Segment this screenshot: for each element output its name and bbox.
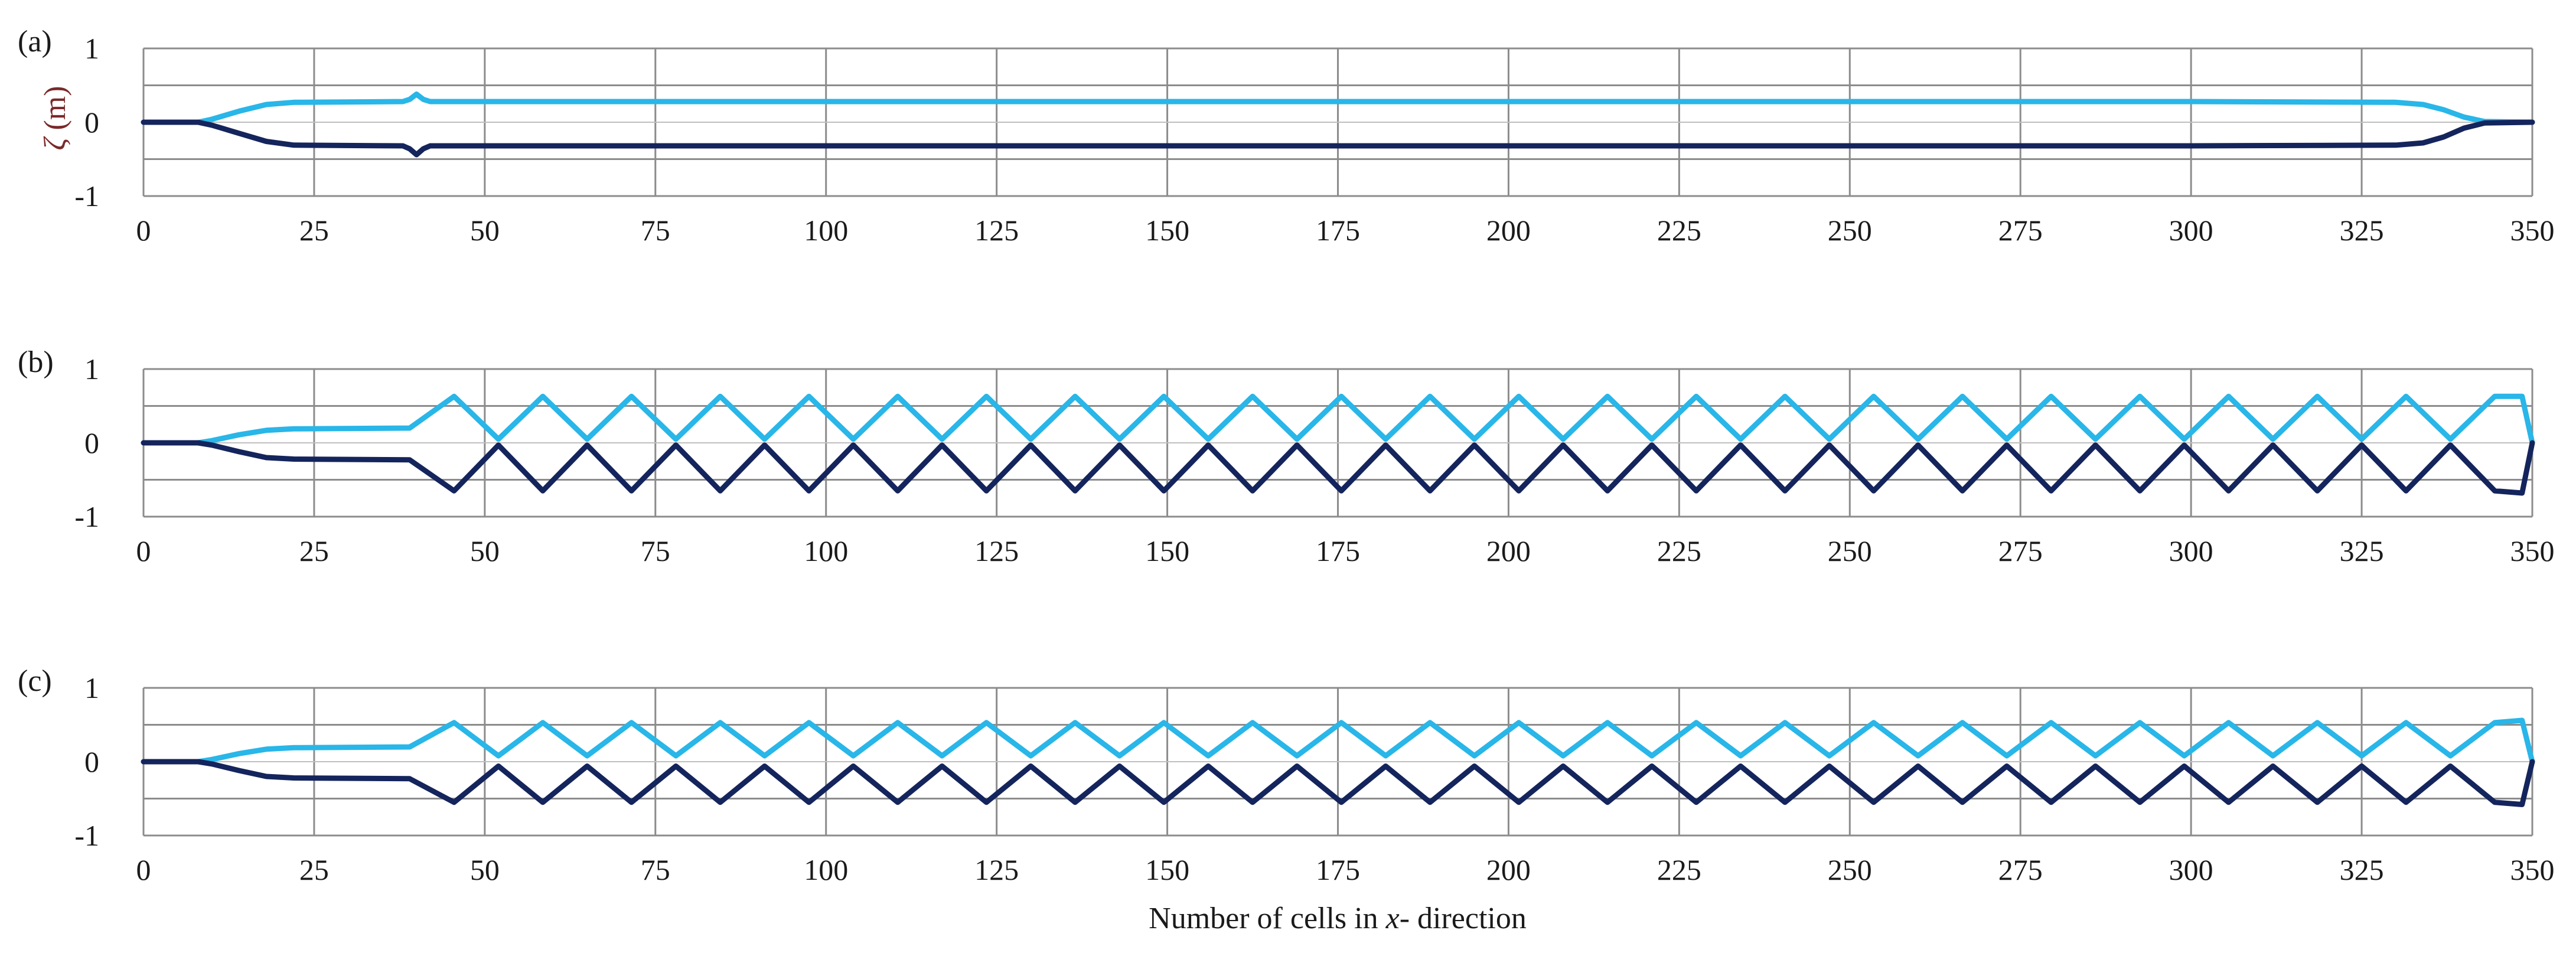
x-tick-label: 325 — [2340, 534, 2384, 567]
x-tick-label: 25 — [299, 853, 329, 886]
x-tick-label: 175 — [1316, 853, 1360, 886]
y-tick-label: 1 — [84, 353, 99, 386]
series-line-lower — [141, 440, 2535, 496]
x-tick-label: 175 — [1316, 214, 1360, 247]
x-tick-label: 250 — [1828, 534, 1872, 567]
y-tick-label: -1 — [74, 179, 99, 213]
series-line-upper — [141, 393, 2535, 446]
x-tick-label: 200 — [1486, 214, 1531, 247]
x-tick-label: 275 — [1998, 214, 2043, 247]
y-tick-label: 0 — [84, 426, 99, 459]
y-axis-title: ζ (m) — [38, 86, 72, 150]
panel-c: 0 25 50 75 100 125 150 175 200 225 250 275 300 325 350… — [18, 664, 2555, 886]
x-tick-label: 50 — [470, 853, 500, 886]
y-tick-label: -1 — [74, 819, 99, 852]
x-tick-label: 100 — [804, 214, 848, 247]
x-tick-label: 150 — [1145, 534, 1189, 567]
x-tick-label: 250 — [1828, 214, 1872, 247]
series-line-lower — [141, 119, 2535, 158]
series-line-upper — [141, 717, 2535, 765]
chart-panels: 0 25 50 75 100 125 150 175 200 225 250 275 300 325 350… — [18, 25, 2555, 886]
x-tick-label: 300 — [2169, 214, 2213, 247]
x-tick-label: 50 — [470, 534, 500, 567]
x-tick-label: 75 — [641, 853, 670, 886]
x-tick-label: 50 — [470, 214, 500, 247]
panel-label: (b) — [18, 345, 54, 379]
y-tick-label: 0 — [84, 745, 99, 778]
x-tick-label: 0 — [136, 534, 151, 567]
x-tick-label: 175 — [1316, 534, 1360, 567]
series-line-lower — [141, 759, 2535, 807]
x-tick-label: 125 — [974, 214, 1019, 247]
x-tick-label: 325 — [2340, 853, 2384, 886]
y-tick-label: 1 — [84, 32, 99, 65]
x-tick-label: 250 — [1828, 853, 1872, 886]
x-tick-label: 75 — [641, 534, 670, 567]
x-tick-label: 225 — [1657, 534, 1701, 567]
x-axis-title: Number of cells in x- direction — [1149, 902, 1527, 935]
x-tick-label: 200 — [1486, 534, 1531, 567]
x-tick-label: 200 — [1486, 853, 1531, 886]
x-tick-label: 25 — [299, 214, 329, 247]
x-tick-label: 350 — [2510, 214, 2555, 247]
series-line-upper — [141, 92, 2535, 125]
x-tick-label: 100 — [804, 534, 848, 567]
x-tick-label: 0 — [136, 853, 151, 886]
panel-b: 0 25 50 75 100 125 150 175 200 225 250 275 300 325 350… — [18, 345, 2555, 567]
x-tick-label: 325 — [2340, 214, 2384, 247]
x-tick-label: 350 — [2510, 534, 2555, 567]
x-tick-label: 150 — [1145, 214, 1189, 247]
x-tick-label: 0 — [136, 214, 151, 247]
panel-a: 0 25 50 75 100 125 150 175 200 225 250 275 300 325 350… — [18, 25, 2555, 247]
x-tick-label: 300 — [2169, 534, 2213, 567]
x-tick-label: 100 — [804, 853, 848, 886]
x-tick-label: 150 — [1145, 853, 1189, 886]
x-tick-label: 125 — [974, 853, 1019, 886]
panel-label: (c) — [18, 664, 52, 698]
x-tick-label: 350 — [2510, 853, 2555, 886]
x-tick-label: 125 — [974, 534, 1019, 567]
x-tick-label: 75 — [641, 214, 670, 247]
y-tick-label: 0 — [84, 106, 99, 139]
x-tick-label: 225 — [1657, 853, 1701, 886]
x-tick-label: 300 — [2169, 853, 2213, 886]
panel-label: (a) — [18, 25, 52, 58]
x-tick-label: 275 — [1998, 534, 2043, 567]
x-tick-label: 275 — [1998, 853, 2043, 886]
y-tick-label: -1 — [74, 500, 99, 533]
x-tick-label: 225 — [1657, 214, 1701, 247]
x-tick-label: 25 — [299, 534, 329, 567]
y-tick-label: 1 — [84, 671, 99, 704]
